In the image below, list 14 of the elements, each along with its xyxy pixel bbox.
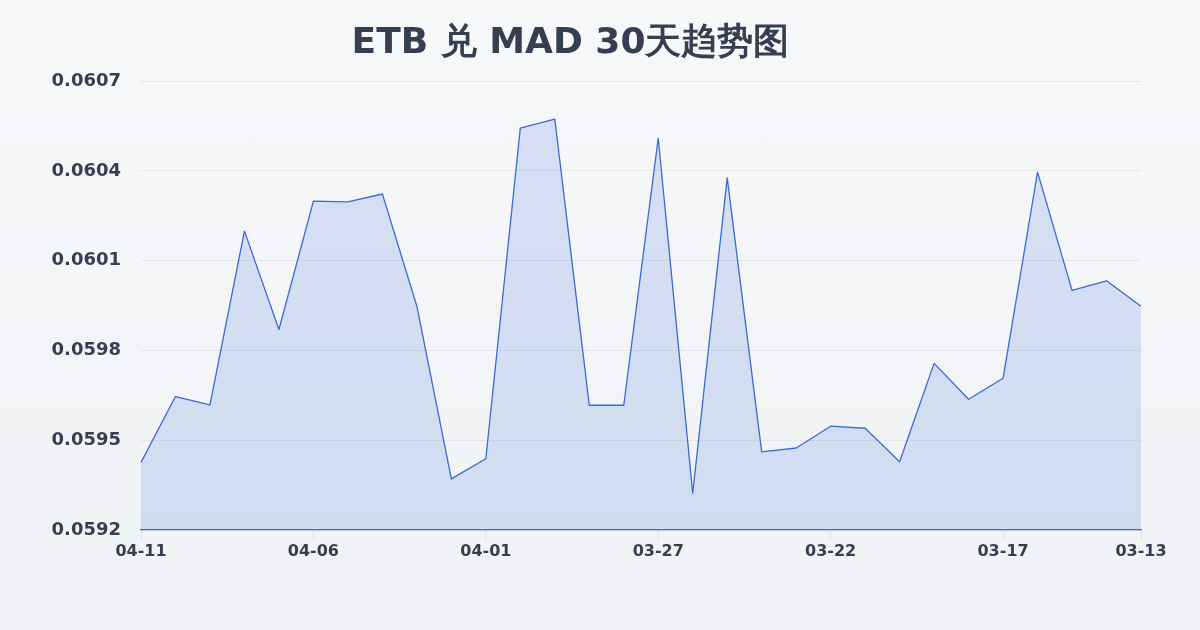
y-tick-label: 0.0598 xyxy=(51,338,121,360)
chart-title: ETB 兑 MAD 30天趋势图 xyxy=(351,19,790,61)
y-tick-label: 0.0595 xyxy=(51,427,121,449)
x-tick-label: 04-11 xyxy=(115,540,167,560)
y-tick-label: 0.0601 xyxy=(51,248,121,270)
x-tick-label: 04-01 xyxy=(460,540,512,560)
y-tick-label: 0.0592 xyxy=(51,517,121,539)
x-tick-label: 03-22 xyxy=(805,540,857,560)
y-tick-label: 0.0604 xyxy=(51,158,121,180)
x-tick-label: 04-06 xyxy=(287,540,339,560)
x-tick-label: 03-27 xyxy=(632,540,684,560)
x-tick-label: 03-17 xyxy=(977,540,1029,560)
y-tick-label: 0.0607 xyxy=(51,68,121,90)
x-tick-label: 03-13 xyxy=(1115,540,1167,560)
